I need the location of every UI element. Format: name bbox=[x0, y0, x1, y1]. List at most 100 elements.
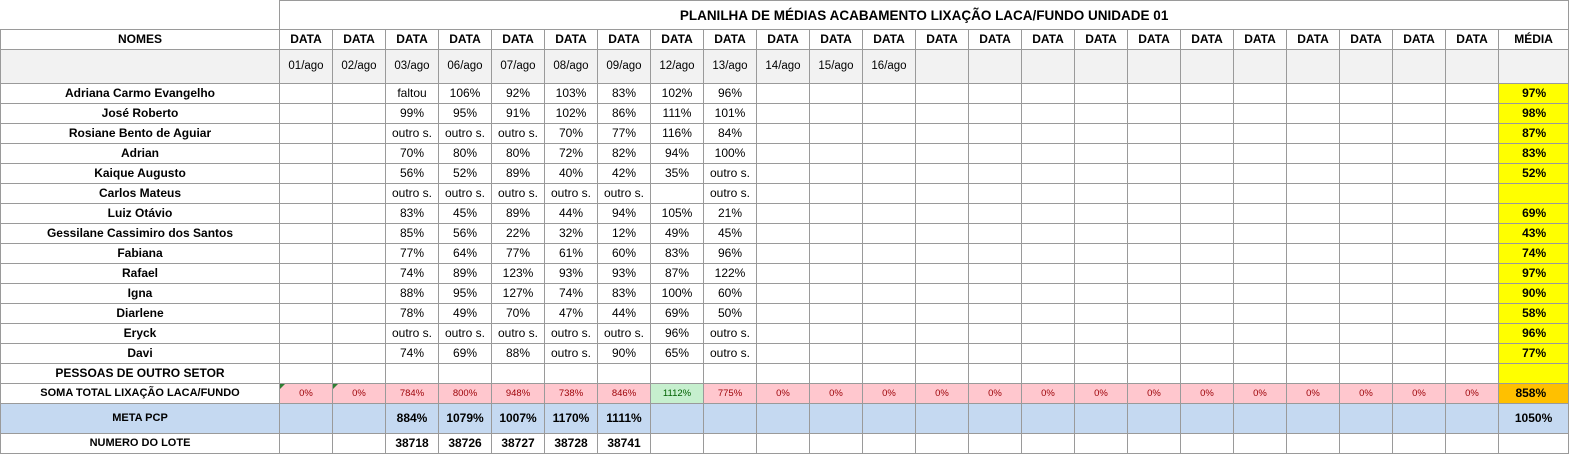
score-cell[interactable]: 89% bbox=[491, 163, 545, 184]
score-cell[interactable] bbox=[1339, 223, 1393, 244]
score-cell[interactable] bbox=[1127, 183, 1181, 204]
person-name[interactable]: Carlos Mateus bbox=[0, 183, 280, 204]
score-cell[interactable] bbox=[1180, 363, 1234, 384]
score-cell[interactable] bbox=[756, 263, 810, 284]
score-cell[interactable] bbox=[1233, 283, 1287, 304]
person-name[interactable]: Kaique Augusto bbox=[0, 163, 280, 184]
person-name[interactable]: Rafael bbox=[0, 263, 280, 284]
score-cell[interactable] bbox=[862, 103, 916, 124]
score-cell[interactable]: outro s. bbox=[385, 183, 439, 204]
score-cell[interactable] bbox=[1021, 323, 1075, 344]
score-cell[interactable] bbox=[332, 283, 386, 304]
media-cell[interactable]: 52% bbox=[1497, 163, 1570, 184]
score-cell[interactable] bbox=[862, 83, 916, 104]
score-cell[interactable]: 70% bbox=[385, 143, 439, 164]
score-cell[interactable]: 102% bbox=[650, 83, 704, 104]
score-cell[interactable]: outro s. bbox=[385, 323, 439, 344]
score-cell[interactable] bbox=[1233, 303, 1287, 324]
soma-cell[interactable]: 0% bbox=[756, 383, 810, 404]
score-cell[interactable] bbox=[1233, 123, 1287, 144]
soma-cell[interactable]: 784% bbox=[385, 383, 439, 404]
score-cell[interactable] bbox=[1339, 343, 1393, 364]
score-cell[interactable] bbox=[1392, 123, 1446, 144]
score-cell[interactable] bbox=[1392, 83, 1446, 104]
score-cell[interactable] bbox=[915, 283, 969, 304]
score-cell[interactable] bbox=[968, 223, 1022, 244]
score-cell[interactable] bbox=[862, 343, 916, 364]
meta-cell[interactable] bbox=[1286, 403, 1340, 434]
score-cell[interactable]: 105% bbox=[650, 203, 704, 224]
soma-cell[interactable]: 0% bbox=[1127, 383, 1181, 404]
media-cell[interactable]: 83% bbox=[1497, 143, 1570, 164]
score-cell[interactable] bbox=[1286, 103, 1340, 124]
score-cell[interactable] bbox=[1445, 343, 1499, 364]
soma-cell[interactable]: 0% bbox=[1392, 383, 1446, 404]
score-cell[interactable]: 45% bbox=[703, 223, 757, 244]
score-cell[interactable]: 65% bbox=[650, 343, 704, 364]
score-cell[interactable] bbox=[1127, 263, 1181, 284]
score-cell[interactable] bbox=[1392, 363, 1446, 384]
score-cell[interactable] bbox=[1127, 163, 1181, 184]
score-cell[interactable]: outro s. bbox=[491, 123, 545, 144]
score-cell[interactable] bbox=[809, 243, 863, 264]
score-cell[interactable]: 72% bbox=[544, 143, 598, 164]
date-cell[interactable]: 06/ago bbox=[438, 49, 492, 84]
score-cell[interactable] bbox=[332, 363, 386, 384]
score-cell[interactable]: 32% bbox=[544, 223, 598, 244]
media-cell[interactable]: 98% bbox=[1497, 103, 1570, 124]
score-cell[interactable] bbox=[1021, 83, 1075, 104]
score-cell[interactable] bbox=[1180, 283, 1234, 304]
soma-cell[interactable]: 948% bbox=[491, 383, 545, 404]
score-cell[interactable] bbox=[1233, 323, 1287, 344]
score-cell[interactable]: 77% bbox=[385, 243, 439, 264]
score-cell[interactable]: 83% bbox=[597, 83, 651, 104]
score-cell[interactable] bbox=[756, 363, 810, 384]
score-cell[interactable] bbox=[279, 263, 333, 284]
score-cell[interactable] bbox=[968, 263, 1022, 284]
date-cell[interactable] bbox=[1180, 49, 1234, 84]
score-cell[interactable] bbox=[968, 123, 1022, 144]
meta-cell[interactable]: 1111% bbox=[597, 403, 651, 434]
score-cell[interactable] bbox=[968, 303, 1022, 324]
score-cell[interactable] bbox=[491, 363, 545, 384]
score-cell[interactable] bbox=[756, 343, 810, 364]
score-cell[interactable] bbox=[1127, 363, 1181, 384]
meta-cell[interactable] bbox=[1339, 403, 1393, 434]
score-cell[interactable]: 99% bbox=[385, 103, 439, 124]
score-cell[interactable] bbox=[279, 183, 333, 204]
meta-cell[interactable] bbox=[332, 403, 386, 434]
data-header[interactable]: DATA bbox=[1127, 29, 1181, 50]
lote-cell[interactable] bbox=[279, 433, 333, 454]
score-cell[interactable] bbox=[1074, 103, 1128, 124]
score-cell[interactable] bbox=[1180, 123, 1234, 144]
score-cell[interactable] bbox=[1445, 123, 1499, 144]
date-cell[interactable] bbox=[1233, 49, 1287, 84]
meta-cell[interactable] bbox=[809, 403, 863, 434]
score-cell[interactable] bbox=[915, 143, 969, 164]
score-cell[interactable] bbox=[915, 243, 969, 264]
media-cell[interactable]: 74% bbox=[1497, 243, 1570, 264]
lote-cell[interactable] bbox=[915, 433, 969, 454]
score-cell[interactable] bbox=[1021, 163, 1075, 184]
media-cell[interactable]: 43% bbox=[1497, 223, 1570, 244]
score-cell[interactable] bbox=[1180, 223, 1234, 244]
lote-cell[interactable] bbox=[1445, 433, 1499, 454]
score-cell[interactable] bbox=[1339, 83, 1393, 104]
score-cell[interactable] bbox=[1233, 343, 1287, 364]
date-cell[interactable] bbox=[1127, 49, 1181, 84]
score-cell[interactable] bbox=[1074, 263, 1128, 284]
score-cell[interactable] bbox=[1127, 283, 1181, 304]
meta-label[interactable]: META PCP bbox=[0, 403, 280, 434]
lote-cell[interactable] bbox=[1021, 433, 1075, 454]
score-cell[interactable] bbox=[332, 103, 386, 124]
score-cell[interactable] bbox=[1180, 103, 1234, 124]
score-cell[interactable] bbox=[1286, 323, 1340, 344]
meta-cell[interactable] bbox=[1180, 403, 1234, 434]
soma-cell[interactable]: 0% bbox=[968, 383, 1022, 404]
data-header[interactable]: DATA bbox=[385, 29, 439, 50]
data-header[interactable]: DATA bbox=[1074, 29, 1128, 50]
score-cell[interactable] bbox=[1127, 143, 1181, 164]
score-cell[interactable] bbox=[1339, 283, 1393, 304]
score-cell[interactable] bbox=[332, 343, 386, 364]
date-cell[interactable] bbox=[1286, 49, 1340, 84]
